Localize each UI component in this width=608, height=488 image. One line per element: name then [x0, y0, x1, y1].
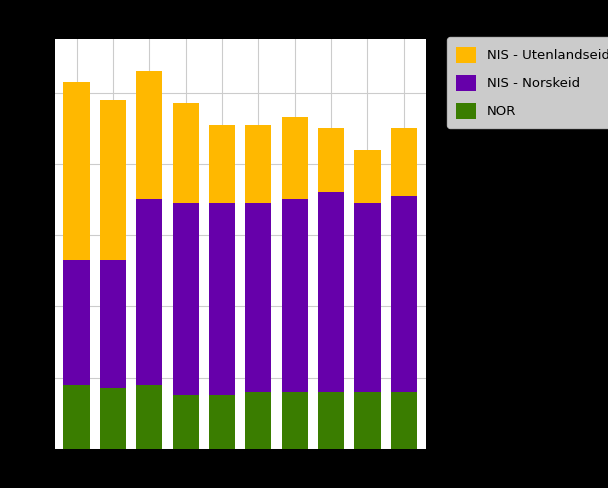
Bar [136, 71, 162, 200]
Bar [391, 128, 417, 196]
Bar [100, 260, 126, 388]
Bar [173, 103, 199, 203]
Bar [173, 203, 199, 395]
Bar [318, 128, 344, 192]
Bar [209, 395, 235, 449]
Bar [354, 203, 381, 392]
Bar [245, 392, 271, 449]
Bar [282, 200, 308, 392]
Bar [136, 385, 162, 449]
Bar [245, 203, 271, 392]
Bar [245, 124, 271, 203]
Bar [63, 260, 89, 385]
Bar [282, 118, 308, 200]
Bar [173, 395, 199, 449]
Bar [100, 388, 126, 449]
Bar [318, 392, 344, 449]
Bar [136, 200, 162, 385]
Legend: NIS - Utenlandseid, NIS - Norskeid, NOR: NIS - Utenlandseid, NIS - Norskeid, NOR [447, 38, 608, 128]
Bar [354, 392, 381, 449]
Bar [63, 385, 89, 449]
Bar [282, 392, 308, 449]
Bar [391, 196, 417, 392]
Bar [209, 124, 235, 203]
Bar [318, 192, 344, 392]
Bar [100, 100, 126, 260]
Bar [209, 203, 235, 395]
Bar [63, 82, 89, 260]
Bar [354, 149, 381, 203]
Bar [391, 392, 417, 449]
